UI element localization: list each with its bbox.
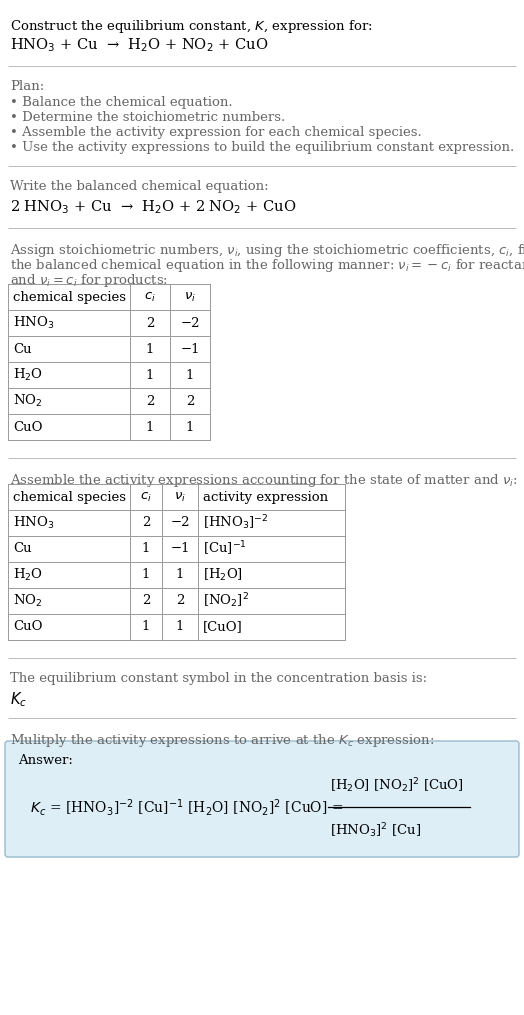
- Text: 1: 1: [142, 542, 150, 555]
- Text: and $\nu_i = c_i$ for products:: and $\nu_i = c_i$ for products:: [10, 272, 168, 289]
- Text: Construct the equilibrium constant, $K$, expression for:: Construct the equilibrium constant, $K$,…: [10, 18, 373, 35]
- Text: 1: 1: [142, 568, 150, 582]
- Text: $\nu_i$: $\nu_i$: [184, 290, 196, 303]
- Text: 1: 1: [146, 368, 154, 382]
- Text: • Determine the stoichiometric numbers.: • Determine the stoichiometric numbers.: [10, 111, 285, 124]
- Text: 2: 2: [176, 595, 184, 608]
- Text: 2: 2: [186, 395, 194, 407]
- Text: $c_i$: $c_i$: [140, 490, 152, 503]
- Text: 2: 2: [146, 395, 154, 407]
- Text: [NO$_2$]$^2$: [NO$_2$]$^2$: [203, 592, 249, 610]
- Text: [CuO]: [CuO]: [203, 620, 243, 633]
- Text: CuO: CuO: [13, 420, 42, 433]
- Text: Assign stoichiometric numbers, $\nu_i$, using the stoichiometric coefficients, $: Assign stoichiometric numbers, $\nu_i$, …: [10, 242, 524, 259]
- Text: HNO$_3$: HNO$_3$: [13, 515, 54, 531]
- FancyBboxPatch shape: [5, 741, 519, 857]
- Text: CuO: CuO: [13, 620, 42, 633]
- Text: −2: −2: [170, 517, 190, 530]
- Text: Plan:: Plan:: [10, 80, 44, 93]
- Text: HNO$_3$: HNO$_3$: [13, 315, 54, 331]
- Text: Mulitply the activity expressions to arrive at the $K_c$ expression:: Mulitply the activity expressions to arr…: [10, 732, 434, 749]
- Text: [HNO$_3$]$^{-2}$: [HNO$_3$]$^{-2}$: [203, 514, 268, 532]
- Text: 2: 2: [142, 595, 150, 608]
- Text: 1: 1: [186, 368, 194, 382]
- Text: [HNO$_3$]$^2$ [Cu]: [HNO$_3$]$^2$ [Cu]: [330, 821, 421, 839]
- Text: • Use the activity expressions to build the equilibrium constant expression.: • Use the activity expressions to build …: [10, 141, 514, 154]
- Text: $K_c$: $K_c$: [10, 690, 27, 708]
- Text: NO$_2$: NO$_2$: [13, 593, 42, 609]
- Text: chemical species: chemical species: [13, 290, 126, 303]
- Text: • Balance the chemical equation.: • Balance the chemical equation.: [10, 96, 233, 109]
- Text: Assemble the activity expressions accounting for the state of matter and $\nu_i$: Assemble the activity expressions accoun…: [10, 472, 518, 489]
- Text: 1: 1: [176, 568, 184, 582]
- Text: chemical species: chemical species: [13, 490, 126, 503]
- Text: $c_i$: $c_i$: [144, 290, 156, 303]
- Text: 2 HNO$_3$ + Cu  →  H$_2$O + 2 NO$_2$ + CuO: 2 HNO$_3$ + Cu → H$_2$O + 2 NO$_2$ + CuO: [10, 198, 296, 216]
- Text: • Assemble the activity expression for each chemical species.: • Assemble the activity expression for e…: [10, 126, 422, 139]
- Text: activity expression: activity expression: [203, 490, 328, 503]
- Text: [H$_2$O] [NO$_2$]$^2$ [CuO]: [H$_2$O] [NO$_2$]$^2$ [CuO]: [330, 776, 464, 795]
- Text: NO$_2$: NO$_2$: [13, 393, 42, 409]
- Text: Cu: Cu: [13, 342, 31, 355]
- Text: 1: 1: [146, 420, 154, 433]
- Text: H$_2$O: H$_2$O: [13, 567, 43, 583]
- Text: [Cu]$^{-1}$: [Cu]$^{-1}$: [203, 540, 247, 558]
- Text: $\nu_i$: $\nu_i$: [174, 490, 186, 503]
- Text: the balanced chemical equation in the following manner: $\nu_i = -c_i$ for react: the balanced chemical equation in the fo…: [10, 257, 524, 274]
- Text: −1: −1: [180, 342, 200, 355]
- Text: 2: 2: [142, 517, 150, 530]
- Text: 1: 1: [176, 620, 184, 633]
- Text: HNO$_3$ + Cu  →  H$_2$O + NO$_2$ + CuO: HNO$_3$ + Cu → H$_2$O + NO$_2$ + CuO: [10, 36, 268, 54]
- Text: [H$_2$O]: [H$_2$O]: [203, 567, 243, 583]
- Text: −1: −1: [170, 542, 190, 555]
- Text: 1: 1: [142, 620, 150, 633]
- Text: H$_2$O: H$_2$O: [13, 367, 43, 383]
- Text: −2: −2: [180, 317, 200, 330]
- Text: $K_c$ = [HNO$_3$]$^{-2}$ [Cu]$^{-1}$ [H$_2$O] [NO$_2$]$^2$ [CuO] =: $K_c$ = [HNO$_3$]$^{-2}$ [Cu]$^{-1}$ [H$…: [30, 797, 343, 817]
- Text: Answer:: Answer:: [18, 754, 73, 767]
- Text: Cu: Cu: [13, 542, 31, 555]
- Text: 1: 1: [186, 420, 194, 433]
- Text: 1: 1: [146, 342, 154, 355]
- Text: Write the balanced chemical equation:: Write the balanced chemical equation:: [10, 180, 269, 193]
- Text: 2: 2: [146, 317, 154, 330]
- Text: The equilibrium constant symbol in the concentration basis is:: The equilibrium constant symbol in the c…: [10, 672, 427, 685]
